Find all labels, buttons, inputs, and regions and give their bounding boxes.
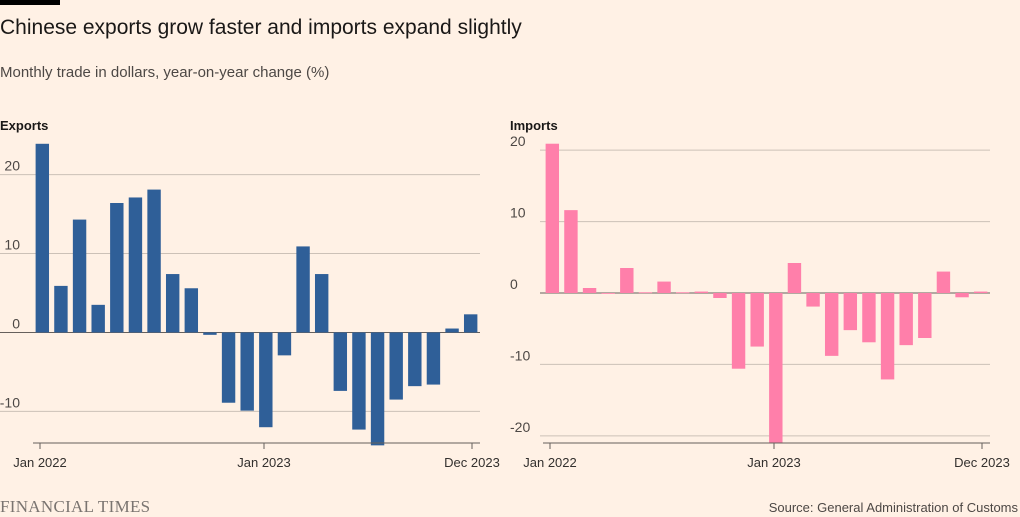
imports-bar bbox=[731, 293, 746, 369]
imports-bar bbox=[973, 291, 988, 293]
chart-title: Chinese exports grow faster and imports … bbox=[0, 16, 522, 39]
exports-bar bbox=[408, 332, 422, 387]
imports-bar bbox=[638, 292, 653, 294]
imports-x-tick-label: Dec 2023 bbox=[954, 455, 1010, 470]
imports-bar bbox=[601, 293, 615, 294]
imports-bar bbox=[843, 293, 858, 331]
exports-bar bbox=[221, 332, 236, 403]
imports-bar bbox=[787, 263, 802, 293]
exports-bar bbox=[370, 332, 385, 446]
exports-panel-title: Exports bbox=[0, 118, 48, 133]
ft-logo: FINANCIAL TIMES bbox=[0, 497, 151, 516]
imports-bar bbox=[918, 293, 932, 338]
imports-bar bbox=[545, 143, 560, 293]
imports-bar bbox=[899, 293, 913, 346]
exports-bar bbox=[54, 285, 68, 333]
exports-bar bbox=[296, 246, 310, 333]
imports-bar bbox=[769, 293, 783, 443]
imports-bar bbox=[824, 293, 839, 356]
imports-bar bbox=[564, 210, 578, 293]
exports-x-tick-label: Dec 2023 bbox=[444, 455, 500, 470]
chart-subtitle: Monthly trade in dollars, year-on-year c… bbox=[0, 64, 330, 81]
top-accent-bar bbox=[0, 0, 60, 5]
exports-y-tick-label: 20 bbox=[4, 158, 20, 174]
exports-bar bbox=[184, 288, 199, 333]
exports-bar bbox=[314, 274, 329, 333]
exports-bar bbox=[445, 328, 459, 333]
imports-bar bbox=[713, 293, 727, 298]
exports-bar bbox=[128, 197, 143, 333]
exports-y-tick-label: 10 bbox=[4, 237, 20, 253]
imports-y-tick-label: 10 bbox=[510, 205, 526, 221]
exports-bar bbox=[35, 143, 50, 333]
exports-bar bbox=[352, 332, 366, 430]
imports-bar bbox=[675, 292, 690, 294]
imports-bar bbox=[750, 293, 764, 347]
exports-bar bbox=[240, 332, 254, 411]
exports-bar bbox=[72, 219, 87, 333]
imports-y-tick-label: 0 bbox=[510, 276, 518, 292]
imports-y-tick-label: 20 bbox=[510, 133, 526, 149]
exports-bar bbox=[389, 332, 403, 400]
exports-bar bbox=[463, 314, 478, 333]
imports-y-tick-label: -20 bbox=[510, 419, 530, 435]
exports-bar bbox=[147, 189, 161, 333]
imports-bar bbox=[862, 293, 876, 343]
exports-y-tick-label: 0 bbox=[12, 315, 20, 331]
imports-x-tick-label: Jan 2023 bbox=[747, 455, 801, 470]
exports-bar bbox=[277, 332, 292, 356]
imports-x-tick-label: Jan 2022 bbox=[523, 455, 577, 470]
exports-bar bbox=[203, 332, 217, 335]
imports-panel-title: Imports bbox=[510, 118, 558, 133]
exports-bar bbox=[91, 304, 105, 333]
exports-bar bbox=[259, 332, 273, 428]
exports-x-tick-label: Jan 2022 bbox=[13, 455, 67, 470]
imports-bar bbox=[620, 268, 634, 293]
imports-y-tick-label: -10 bbox=[510, 347, 530, 363]
exports-x-tick-label: Jan 2023 bbox=[237, 455, 291, 470]
imports-bar bbox=[657, 281, 671, 293]
imports-bar bbox=[880, 293, 895, 380]
imports-bar bbox=[582, 288, 597, 293]
exports-bar bbox=[110, 203, 124, 333]
exports-bar bbox=[333, 332, 348, 391]
imports-bar bbox=[806, 293, 820, 307]
imports-bar bbox=[955, 293, 969, 298]
imports-bar bbox=[694, 291, 709, 293]
exports-bar bbox=[426, 332, 441, 385]
imports-bar bbox=[936, 271, 951, 293]
exports-bar bbox=[165, 274, 180, 333]
source-note: Source: General Administration of Custom… bbox=[768, 500, 1018, 515]
exports-y-tick-label: -10 bbox=[0, 394, 20, 410]
